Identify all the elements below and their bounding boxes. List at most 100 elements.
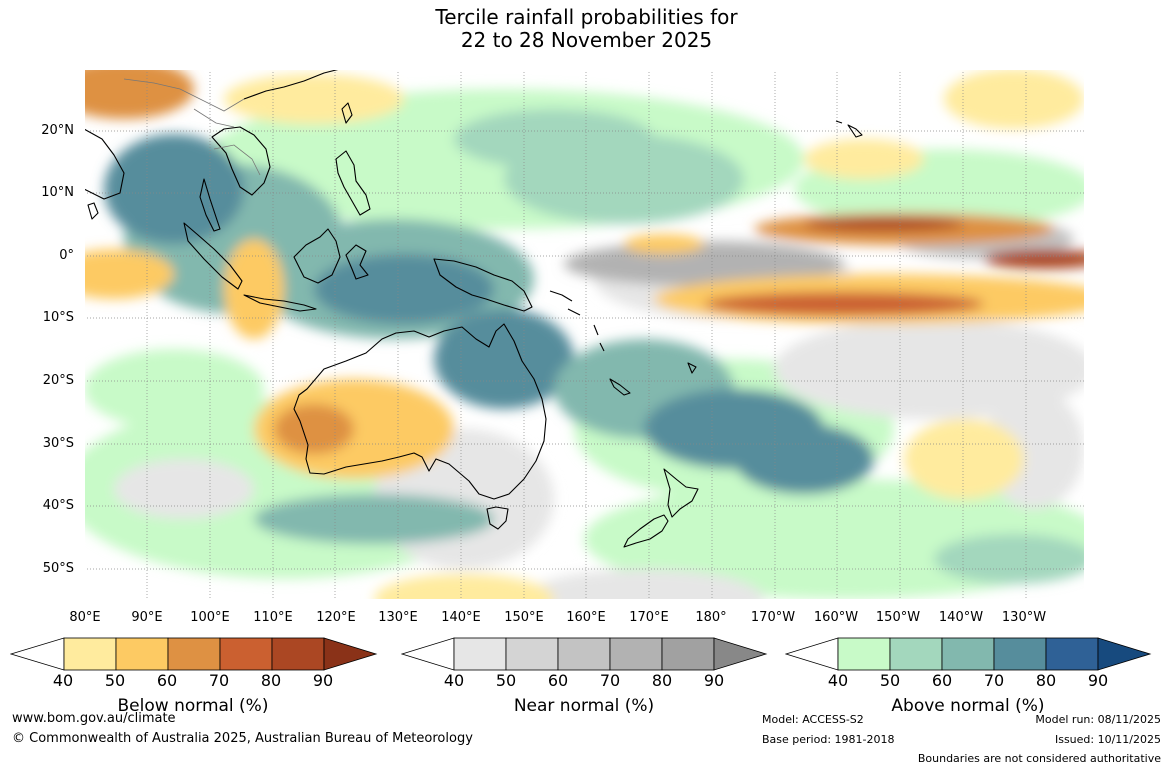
colorbar-above-tick: 80 [1035,671,1057,690]
lon-label-110e: 110°E [253,610,293,625]
colorbar-above-tick: 40 [827,671,849,690]
lon-label-80e: 80°E [69,610,101,625]
lon-label-160w: 160°W [813,610,859,625]
philippines-coast [335,150,371,216]
colorbar-near-under-arrow [401,637,455,671]
new-guinea-coast [433,258,533,312]
lon-label-160e: 160°E [566,610,606,625]
colorbar-bin [557,637,611,671]
lat-label-20s: 20°S [42,373,74,388]
lat-label-10s: 10°S [42,310,74,325]
colorbar-above-bins [837,637,1099,671]
india-coast [84,128,125,200]
issued-text: Issued: 10/11/2025 [1054,733,1161,746]
colorbar-bin [219,637,273,671]
copyright-text: © Commonwealth of Australia 2025, Austra… [12,731,473,746]
colorbar-near-tick: 90 [703,671,725,690]
colorbar-near-over-arrow [713,637,768,671]
map-title-line-2: 22 to 28 November 2025 [460,28,713,52]
coastlines [84,69,863,548]
lon-label-170w: 170°W [750,610,796,625]
new-zealand-north [663,468,699,518]
colorbar-near-tick: 60 [547,671,569,690]
malay-peninsula [199,178,221,232]
colorbar-bin [609,637,663,671]
colorbar-bin [505,637,559,671]
lon-label-140w: 140°W [938,610,984,625]
colorbar-below-tick: 80 [260,671,282,690]
colorbar-near-tick: 70 [599,671,621,690]
country-borders [123,78,261,176]
java-coast [243,294,317,312]
vanuatu-islands [593,324,605,352]
new-zealand-south [623,514,669,548]
colorbar-bin [167,637,221,671]
lon-label-130w: 130°W [1001,610,1047,625]
lat-label-30s: 30°S [42,436,74,451]
colorbar-above-tick: 70 [983,671,1005,690]
colorbar-above-tick: 90 [1087,671,1109,690]
lon-label-100e: 100°E [190,610,230,625]
colorbar-below-tick: 50 [104,671,126,690]
graticule [84,69,1085,600]
lon-label-180: 180° [695,610,727,625]
colorbar-below-tick: 70 [208,671,230,690]
sulawesi-coast [345,244,369,280]
colorbar-above-under-arrow [785,637,839,671]
colorbar-near-normal [401,637,768,671]
lon-label-150e: 150°E [504,610,544,625]
website-link[interactable]: www.bom.gov.au/climate [12,711,176,726]
lat-label-40s: 40°S [42,498,74,513]
lat-label-50s: 50°S [42,561,74,576]
colorbar-below-tick: 40 [52,671,74,690]
colorbar-bin [661,637,715,671]
rainfall-probability-map [84,69,1085,600]
colorbar-above-tick: 60 [931,671,953,690]
sri-lanka-coast [87,202,99,220]
hawaii-islands [835,120,863,138]
colorbar-below-tick: 60 [156,671,178,690]
colorbar-bin [941,637,995,671]
colorbar-near-tick: 80 [651,671,673,690]
borneo-coast [293,228,341,284]
lat-label-10n: 10°N [41,185,74,200]
colorbar-above-over-arrow [1097,637,1152,671]
lon-label-170e: 170°E [629,610,669,625]
colorbar-above-tick: 50 [879,671,901,690]
fiji-islands [687,362,697,374]
model-text: Model: ACCESS-S2 [762,713,864,726]
colorbar-bin [271,637,325,671]
colorbar-bin [837,637,891,671]
colorbar-below-normal [10,637,378,671]
base-period-text: Base period: 1981-2018 [762,733,895,746]
colorbar-below-label: Below normal (%) [117,696,269,716]
colorbar-bin [1045,637,1099,671]
colorbar-above-label: Above normal (%) [891,696,1045,716]
colorbar-above-normal [785,637,1152,671]
probability-shading [84,69,1085,600]
colorbar-below-under-arrow [10,637,65,671]
taiwan-coast [341,102,353,124]
colorbar-bin [115,637,169,671]
china-coast [243,69,346,100]
lon-label-150w: 150°W [875,610,921,625]
sumatra-coast [183,222,243,290]
indochina-coast [211,126,271,196]
lat-label-20n: 20°N [41,123,74,138]
lat-label-0: 0° [59,248,74,263]
lon-label-90e: 90°E [131,610,163,625]
colorbar-near-bins [453,637,715,671]
map-title-line-1: Tercile rainfall probabilities for [435,5,738,29]
solomon-islands [549,290,581,316]
colorbar-bin [889,637,943,671]
colorbar-bin [453,637,507,671]
colorbar-below-bins [63,637,325,671]
new-caledonia [609,378,631,396]
colorbar-near-tick: 40 [443,671,465,690]
australia-coast [293,323,547,500]
model-run-text: Model run: 08/11/2025 [1035,713,1161,726]
tasmania-coast [486,506,509,530]
colorbar-near-tick: 50 [495,671,517,690]
colorbar-bin [993,637,1047,671]
colorbar-near-label: Near normal (%) [513,696,655,716]
